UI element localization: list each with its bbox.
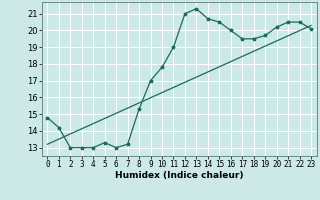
X-axis label: Humidex (Indice chaleur): Humidex (Indice chaleur) [115, 171, 244, 180]
